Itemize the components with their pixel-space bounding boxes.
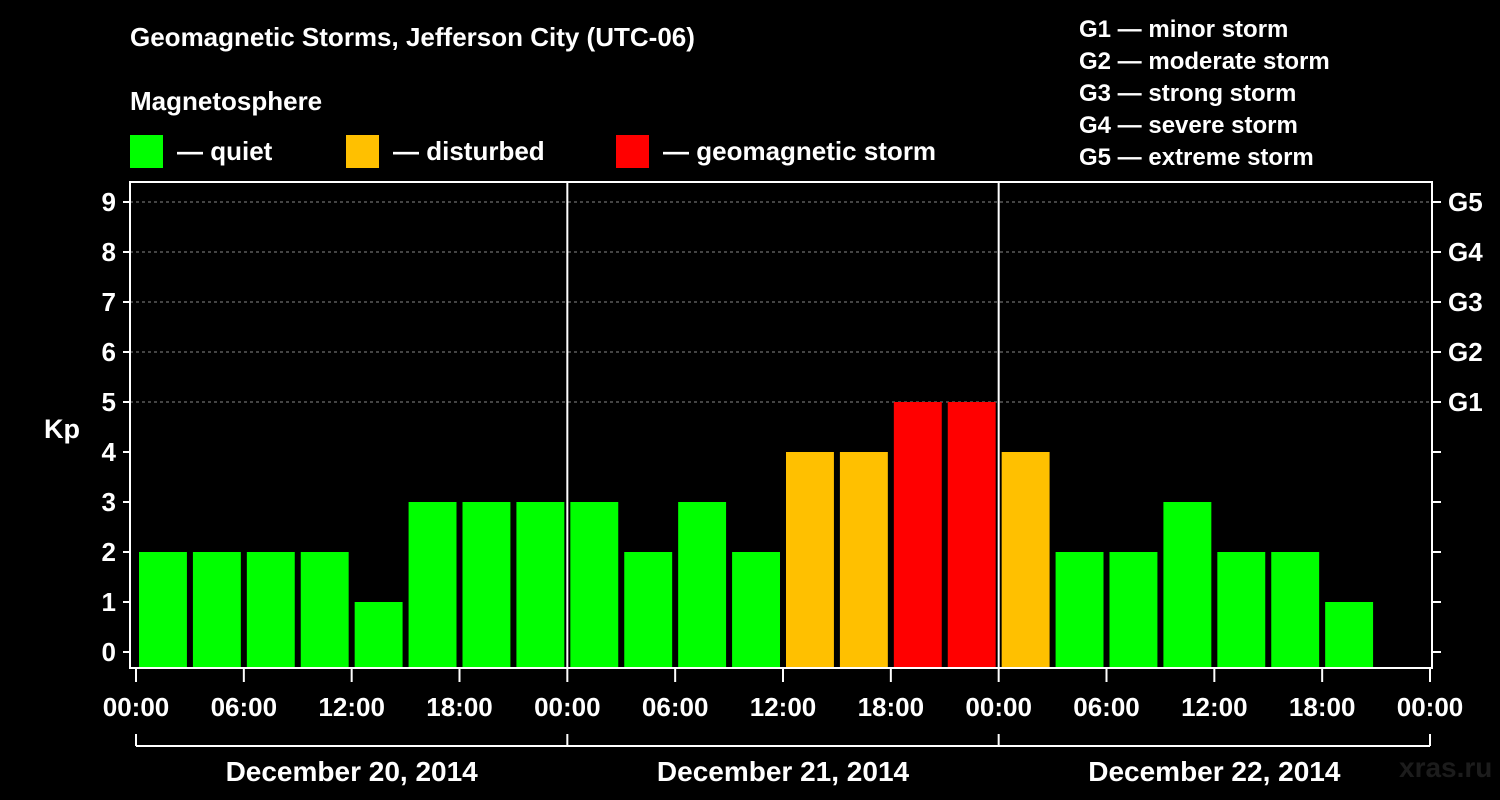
bar-10 [678,502,727,668]
y-axis-label: Kp [44,414,80,444]
legend-label-quiet: — quiet [177,136,273,166]
bar-11 [732,552,780,668]
y-tick-label-8: 8 [102,237,116,267]
storm-scale-g4: G4 — severe storm [1079,112,1298,139]
bar-17 [1055,552,1104,668]
legend-label-disturbed: — disturbed [393,136,545,166]
y-tick-label-7: 7 [102,287,116,317]
bar-16 [1001,452,1050,668]
x-tick-label-3: 18:00 [426,692,493,722]
y-tick-label-2: 2 [102,537,116,567]
bar-0 [139,552,187,668]
legend-item-quiet: — quiet [130,134,272,168]
bar-5 [408,502,457,668]
x-tick-label-8: 00:00 [965,692,1032,722]
bar-8 [570,502,619,668]
day-label-2: December 22, 2014 [1088,756,1341,787]
x-tick-label-5: 06:00 [642,692,709,722]
y-tick-label-9: 9 [102,187,116,217]
bar-2 [246,552,295,668]
legend-swatch-disturbed [346,134,379,168]
y-tick-label-6: 6 [102,337,116,367]
x-tick-label-12: 00:00 [1397,692,1464,722]
right-axis-label-g3: G3 [1448,287,1483,317]
chart-title: Geomagnetic Storms, Jefferson City (UTC-… [130,22,695,52]
right-axis-label-g5: G5 [1448,187,1483,217]
x-tick-label-1: 06:00 [211,692,278,722]
legend-item-storm: — geomagnetic storm [616,134,936,168]
bar-13 [839,452,888,668]
bar-22 [1325,602,1374,668]
x-tick-label-11: 18:00 [1289,692,1356,722]
bar-9 [624,552,673,668]
right-axis-label-g1: G1 [1448,387,1483,417]
x-tick-label-9: 06:00 [1073,692,1140,722]
x-tick-label-7: 18:00 [858,692,925,722]
storm-scale-g5: G5 — extreme storm [1079,144,1314,171]
legend-item-disturbed: — disturbed [346,134,545,168]
storm-scale-g2: G2 — moderate storm [1079,48,1330,75]
storm-scale-legend: G1 — minor storm G2 — moderate storm G3 … [1079,14,1330,174]
chart-subtitle: Magnetosphere [130,86,323,116]
bar-21 [1271,552,1320,668]
x-tick-label-0: 00:00 [103,692,170,722]
bar-12 [786,452,834,668]
y-tick-label-0: 0 [102,637,116,667]
x-tick-label-6: 12:00 [750,692,817,722]
x-tick-label-2: 12:00 [318,692,385,722]
day-label-1: December 21, 2014 [657,756,910,787]
plot-frame [129,181,1433,669]
legend-label-storm: — geomagnetic storm [663,136,937,166]
storm-scale-g1: G1 — minor storm [1079,16,1289,43]
right-axis-label-g2: G2 [1448,337,1483,367]
bar-4 [354,602,403,668]
storm-scale-g3: G3 — strong storm [1079,80,1297,107]
bar-14 [893,402,942,668]
bar-18 [1109,552,1158,668]
right-axis-label-g4: G4 [1448,237,1483,267]
x-tick-label-4: 00:00 [534,692,601,722]
day-label-0: December 20, 2014 [226,756,479,787]
bar-15 [947,402,996,668]
y-tick-label-1: 1 [102,587,116,617]
y-tick-label-5: 5 [102,387,116,417]
legend-swatch-storm [616,134,649,168]
legend-swatch-quiet [130,134,163,168]
watermark: xras.ru [1399,752,1493,783]
y-tick-label-3: 3 [102,487,116,517]
bar-19 [1163,502,1212,668]
bar-3 [300,552,349,668]
bar-20 [1217,552,1266,668]
x-tick-label-10: 12:00 [1181,692,1248,722]
bar-7 [516,502,565,668]
bar-1 [192,552,241,668]
y-tick-label-4: 4 [102,437,117,467]
bar-6 [462,502,511,668]
